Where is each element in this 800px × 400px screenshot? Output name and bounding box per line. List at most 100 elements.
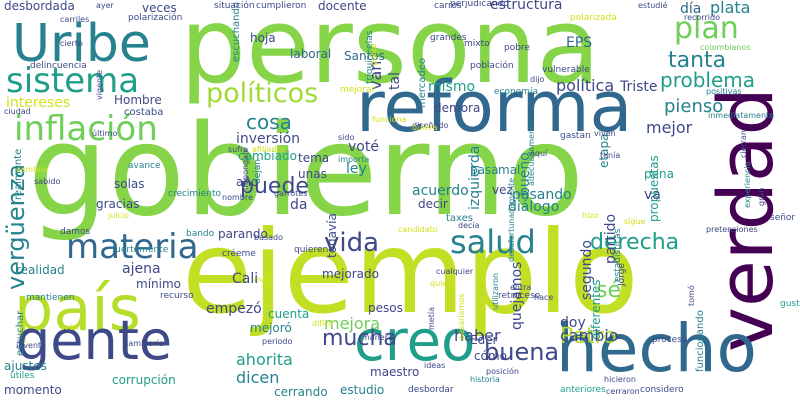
word: ley [346, 161, 367, 177]
word: recurso [160, 291, 194, 301]
word: tomó [687, 285, 696, 306]
word: gusto [369, 43, 378, 66]
word: hoja [250, 31, 276, 45]
word: posición [486, 367, 519, 376]
word: sistema [6, 61, 140, 101]
word: ahorita [236, 350, 293, 369]
word: vida [324, 228, 380, 258]
word: docente [318, 0, 367, 13]
word: mantienen [26, 293, 75, 303]
word: garrotes [274, 189, 308, 198]
word: demora [434, 101, 481, 115]
word: mala [254, 275, 274, 284]
word: desbordar [408, 385, 454, 395]
word: gobierno [28, 97, 585, 244]
word: doy [560, 315, 586, 331]
word: estadísticas [613, 228, 623, 282]
word: empezó [206, 301, 262, 317]
word: hicieron [604, 375, 636, 384]
word: cambiado [238, 149, 297, 163]
word: carriles [60, 15, 90, 24]
word: buena [484, 338, 560, 366]
word: puede [240, 174, 309, 199]
word: gastan [560, 131, 591, 141]
word: útiles [10, 371, 35, 381]
word: diálogo [508, 199, 560, 215]
word: derecha [590, 230, 680, 255]
word: política [556, 76, 615, 95]
word: Iván [62, 323, 80, 332]
word: mercadeo [417, 57, 428, 108]
word: juicio [108, 211, 130, 220]
word: decía [458, 221, 480, 230]
word: realmente [13, 148, 24, 200]
word: año [236, 175, 259, 189]
word: mejor [646, 118, 693, 137]
word: polarizada [570, 13, 617, 23]
word: reforma [356, 66, 633, 148]
word: sigue [624, 217, 646, 226]
word: carros [434, 1, 462, 11]
word: corrupción [112, 373, 176, 387]
word: mejorado [322, 267, 379, 281]
word: experiencia [743, 161, 752, 208]
word: nombre [222, 193, 253, 202]
word: colombianos [700, 43, 751, 52]
word: haber [454, 326, 501, 345]
word: momento [4, 383, 62, 397]
word: retroceso [498, 291, 541, 301]
word: pasa [470, 163, 499, 177]
word: funcionando [695, 310, 706, 372]
word: fuertemente [112, 245, 169, 255]
word: hecho [556, 310, 757, 387]
word: difícil [312, 319, 334, 328]
word: dicen [236, 368, 280, 387]
word: polarización [128, 13, 183, 23]
word: escuchando [231, 2, 242, 62]
word: ajustes [4, 359, 47, 373]
word: EPS [566, 35, 593, 51]
word: Eder [470, 333, 498, 347]
word: unas [298, 167, 327, 181]
word: izquierda [467, 145, 483, 210]
word: plata [710, 0, 751, 17]
word: ajena [122, 261, 161, 277]
word: Hombre [114, 93, 162, 107]
word: basado [254, 233, 284, 242]
word: Uribe [12, 14, 151, 74]
word: cuenta [268, 307, 310, 321]
word: cierran [739, 130, 748, 158]
word: perjudicando [450, 0, 509, 9]
word: políticos [206, 78, 319, 109]
word: gente [16, 309, 173, 372]
word: mucha [322, 326, 397, 351]
word: importa [338, 155, 370, 164]
word: cosa [246, 110, 292, 134]
word: mejoró [250, 321, 292, 335]
word: cierto [60, 39, 83, 48]
word: historia [470, 375, 500, 384]
word: utilizaron [491, 272, 500, 310]
word: economía [494, 87, 538, 97]
word: quiera [412, 123, 438, 132]
word: proceso [652, 335, 688, 345]
word: ejemplo [182, 206, 639, 339]
word: taxes [446, 213, 474, 224]
word: gracias [96, 197, 140, 211]
word: delincuencia [30, 61, 87, 71]
word: país [14, 272, 141, 345]
word: realidad [16, 263, 65, 277]
word: intereses [6, 95, 71, 111]
word: inversión [236, 131, 301, 147]
word: Santos [344, 49, 385, 63]
word: mínimo [136, 277, 181, 291]
word: inflación [14, 109, 158, 149]
word: viven [594, 129, 616, 138]
word: damos [60, 227, 91, 237]
word: mejora [324, 314, 381, 333]
word: desafortunadamente [507, 177, 516, 262]
word: grandes [430, 33, 467, 43]
word: cerrando [274, 385, 328, 399]
word: sufre [228, 145, 249, 154]
word: quiere [430, 279, 456, 288]
